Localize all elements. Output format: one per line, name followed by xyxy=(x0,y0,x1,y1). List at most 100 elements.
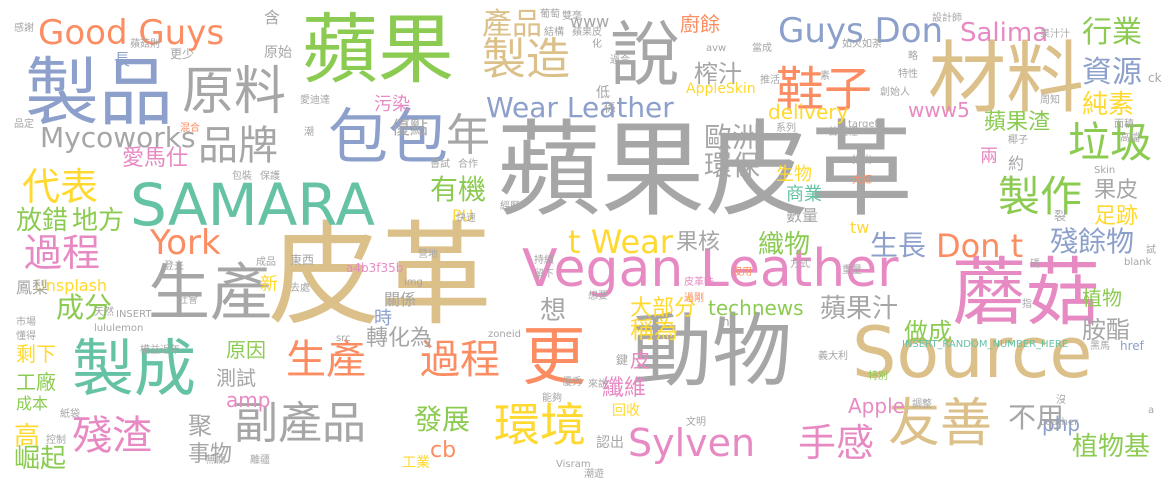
word-place: 地方 xyxy=(72,206,125,236)
word-apple-peel: 蘋果皮 xyxy=(572,27,602,38)
word-weight: 重量 xyxy=(842,265,862,276)
word-special: 特別 xyxy=(868,371,888,382)
word-bag: 包包 xyxy=(328,103,448,173)
word-footprint: 足跡 xyxy=(1094,204,1139,229)
word-guys-don: Guys Don xyxy=(778,11,944,51)
word-samara: SAMARA xyxy=(130,171,375,239)
word-cb: cb xyxy=(430,438,457,463)
word-pomace: 蘋果渣 xyxy=(984,110,1051,135)
word-t-wear: t Wear xyxy=(568,223,673,261)
word-core: 果核 xyxy=(676,230,721,255)
word-don-t: Don t xyxy=(936,227,1024,265)
word-cover-image: 首圖裡 xyxy=(828,127,858,138)
word-a: a xyxy=(1148,405,1155,416)
word-things: 事物 xyxy=(188,442,233,467)
word-coconut: 椰子 xyxy=(1008,135,1028,146)
word-attempt: 嘗試 xyxy=(430,159,450,170)
word-material: 材料 xyxy=(928,34,1085,124)
word-europe: 歐洲 xyxy=(704,121,761,154)
word-founder: 創始人 xyxy=(880,87,910,98)
word-packaging: 包裝 xyxy=(232,171,252,182)
word-cost: 成本 xyxy=(16,394,49,413)
word-peel: 果皮 xyxy=(1094,178,1139,203)
word-rise: 崛起 xyxy=(14,444,67,474)
word-fixed: 品定 xyxy=(14,119,34,130)
word-leather-small: Leather xyxy=(1040,417,1079,428)
word-ingredient: 成分 xyxy=(56,291,113,324)
word-year: 年 xyxy=(446,110,490,161)
word-more: 更 xyxy=(522,321,586,395)
word-animal: 動物 xyxy=(632,305,792,398)
word-finished: 成品 xyxy=(256,257,276,268)
word-crack: 裂 xyxy=(1054,209,1067,223)
word-factory: 工廠 xyxy=(16,370,56,394)
word-series: 系列 xyxy=(776,123,796,134)
word-pollution: 污染 xyxy=(374,94,410,115)
word-represent: 代表 xyxy=(22,165,99,209)
word-plant-based: 植物基 xyxy=(1072,432,1151,462)
word-convert: 轉化為 xyxy=(366,326,433,351)
word-apple-en: Apple xyxy=(848,394,905,418)
word-eco: 環保 xyxy=(704,149,761,182)
word-contain: 含 xyxy=(264,8,281,27)
word-leather: 皮革 xyxy=(268,211,492,341)
word-product-tan: 產品 xyxy=(482,7,542,42)
word-border: 離疆 xyxy=(250,455,270,466)
word-about: 約 xyxy=(1008,154,1025,173)
word-mushroom-small: 蘋菇則 xyxy=(130,39,160,50)
word-adidas: 愛迪達 xyxy=(300,95,330,106)
word-leave: 留下 xyxy=(534,269,554,280)
word-lineage: 係 xyxy=(604,101,617,115)
word-high-end: 高檔 xyxy=(1120,133,1140,144)
word-in-full-swing: 如火如荼 xyxy=(842,39,882,50)
word-recycle: 回收 xyxy=(612,403,640,419)
word-paper-bag: 紙袋 xyxy=(60,409,80,420)
word-excellent: 優秀 xyxy=(562,377,582,388)
word-as: 當成 xyxy=(752,43,772,54)
word-recent-years: 近年 xyxy=(160,345,180,356)
word-called: 稱為 xyxy=(630,316,678,344)
word-www5: www5 xyxy=(908,98,970,122)
word-long: 長 xyxy=(114,50,131,69)
word-zoneid: zoneid xyxy=(488,329,521,340)
word-characteristic: 特性 xyxy=(898,69,918,80)
word-too-strong: 過剛 xyxy=(684,293,704,304)
word-well-known: 周知 xyxy=(1040,95,1060,106)
word-residual: 殘餘物 xyxy=(1050,225,1135,258)
word-blank: blank xyxy=(1124,257,1152,268)
word-delivery: delivery xyxy=(768,100,849,124)
word-texture: 手感 xyxy=(798,421,875,465)
word-raw-material: 原料 xyxy=(182,62,287,122)
word-juicing: 榨汁 xyxy=(694,60,742,88)
word-no-need: 不用 xyxy=(1008,401,1065,434)
word-shoes: 鞋子 xyxy=(776,62,873,118)
word-area: 面積 xyxy=(1114,119,1134,130)
word-lululemon: lululemon xyxy=(94,323,144,334)
word-plant: 植物 xyxy=(1082,286,1122,310)
word-protect: 保護 xyxy=(260,171,280,182)
word-grape: 葡萄 xyxy=(540,9,560,20)
word-tide: 潮 xyxy=(304,127,314,138)
word-insert: INSERT xyxy=(116,309,152,320)
word-pu: PU xyxy=(452,206,474,225)
word-suitable: 過合 xyxy=(610,55,630,66)
word-quantity: 數量 xyxy=(786,206,819,225)
word-href: href xyxy=(1120,339,1144,353)
word-original: 原始 xyxy=(264,45,292,61)
word-low: 低 xyxy=(596,85,610,101)
word-kitchen-waste: 廚餘 xyxy=(680,12,720,36)
word-resource: 資源 xyxy=(1082,55,1142,90)
word-reason: 原因 xyxy=(226,338,266,362)
word-target: target xyxy=(848,119,879,130)
word-launch: 推出 xyxy=(852,155,872,166)
word-tw: tw xyxy=(850,218,870,237)
word-society: 社會 xyxy=(178,295,198,306)
word-production-gray: 生產 xyxy=(148,256,273,329)
word-want: 想 xyxy=(540,296,567,326)
word-wear-leather: Wear Leather xyxy=(486,91,674,124)
word-made-into: 製成 xyxy=(72,332,197,405)
word-dark-horse: 黑馬 xyxy=(1090,341,1110,352)
word-most: 大部分 xyxy=(630,296,697,321)
word-hermes: 愛馬仕 xyxy=(122,146,189,171)
word-skin-small: Skin xyxy=(1094,165,1116,176)
